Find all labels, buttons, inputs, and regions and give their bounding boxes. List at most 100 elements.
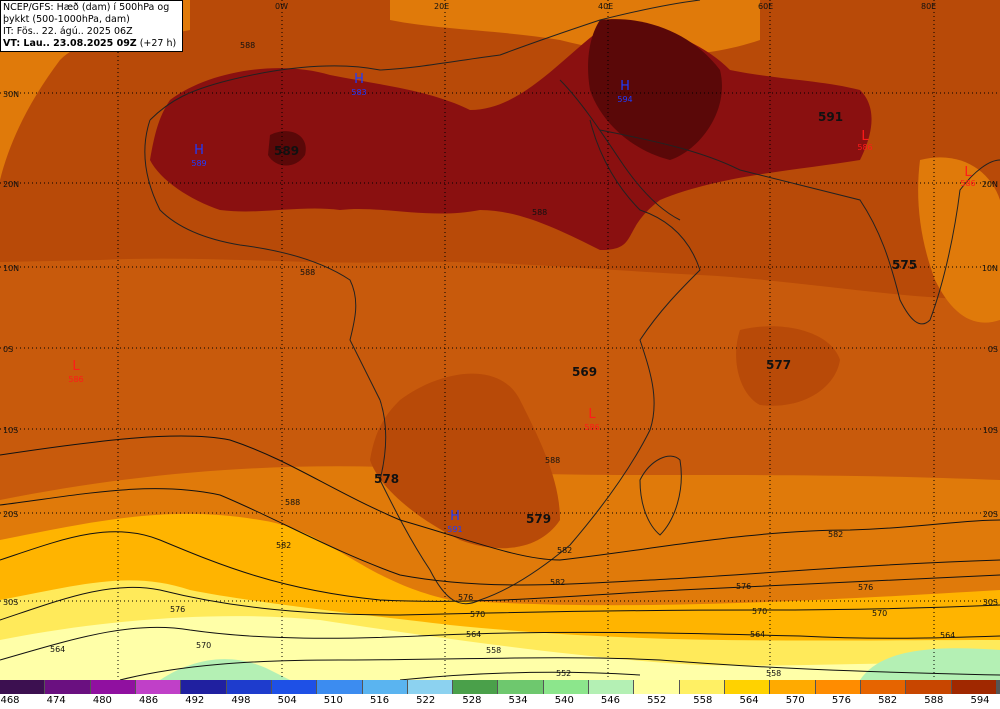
- legend-swatch: [498, 680, 544, 694]
- color-legend: 468 474 480 486 492 498 504 510 516 522 528 534 540 5…: [0, 680, 1000, 709]
- low-center: L: [964, 165, 972, 180]
- legend-swatch: [317, 680, 363, 694]
- thickness-label: 578: [374, 472, 399, 486]
- contour-label: 588: [532, 208, 547, 217]
- legend-swatch: [135, 680, 182, 694]
- legend-swatch: [407, 680, 454, 694]
- high-center: H: [194, 143, 204, 158]
- legend-label: 474: [46, 695, 66, 706]
- map-title-box: NCEP/GFS: Hæð (dam) í 500hPa og þykkt (5…: [0, 0, 183, 52]
- legend-swatch: [815, 680, 861, 694]
- low-center: L: [72, 359, 80, 374]
- legend-swatch: [181, 680, 227, 694]
- latitude-label: 10S: [983, 426, 998, 435]
- contour-label: 588: [240, 41, 255, 50]
- contour-label: 570: [196, 641, 211, 650]
- legend-label: 498: [231, 695, 251, 706]
- legend-swatch: [90, 680, 136, 694]
- legend-label: 522: [416, 695, 436, 706]
- legend-swatch: [634, 680, 680, 694]
- contour-label: 552: [556, 669, 571, 678]
- title-line-1: NCEP/GFS: Hæð (dam) í 500hPa og: [3, 2, 170, 13]
- legend-swatch: [543, 680, 590, 694]
- graticule: [0, 0, 1000, 680]
- contour-label: 576: [858, 583, 873, 592]
- thickness-label: 589: [274, 144, 299, 158]
- contour-label: 588: [285, 498, 300, 507]
- center-value: 594: [617, 95, 632, 104]
- longitude-label: 60E: [758, 2, 773, 11]
- contour-label: 558: [766, 669, 781, 678]
- title-line-4: VT: Lau.. 23.08.2025 09Z (+27 h): [3, 38, 180, 50]
- legend-swatch: [725, 680, 771, 694]
- contour-label: 582: [550, 578, 565, 587]
- contour-label: 570: [470, 610, 485, 619]
- title-line-2: þykkt (500-1000hPa, dam): [3, 14, 130, 25]
- latitude-label: 10N: [3, 264, 19, 273]
- contour-labels: 588 588 588 588 588 582 582 582 582 576 …: [50, 41, 955, 678]
- legend-swatch: [906, 680, 952, 694]
- legend-label: 468: [0, 695, 20, 706]
- thickness-label: 579: [526, 512, 551, 526]
- legend-label: 570: [785, 695, 805, 706]
- thickness-label: 591: [818, 110, 843, 124]
- legend-swatch: [0, 680, 46, 694]
- legend-swatch: [996, 680, 998, 694]
- contour-label: 564: [750, 630, 765, 639]
- contour-label: 558: [486, 646, 501, 655]
- forecast-hour: (+27 h): [139, 38, 177, 49]
- contour-label: 576: [736, 582, 751, 591]
- latitude-label: 30S: [3, 598, 18, 607]
- center-value: 591: [447, 525, 462, 534]
- contour-label: 582: [276, 541, 291, 550]
- contour-label: 564: [940, 631, 955, 640]
- center-value: 583: [351, 88, 366, 97]
- contour-label: 564: [466, 630, 481, 639]
- longitude-label: 0W: [275, 2, 288, 11]
- longitude-label: 20E: [434, 2, 449, 11]
- legend-label: 564: [739, 695, 759, 706]
- legend-label: 546: [600, 695, 621, 706]
- contour-label: 576: [170, 605, 185, 614]
- coastlines: [144, 0, 1000, 605]
- legend-swatch: [226, 680, 272, 694]
- legend-label: 540: [554, 695, 574, 706]
- height-contours: [0, 435, 1000, 680]
- legend-swatch: [45, 680, 91, 694]
- center-value: 586: [960, 179, 975, 188]
- latitude-label: 0S: [988, 345, 998, 354]
- thickness-label: 569: [572, 365, 597, 379]
- legend-label: 486: [139, 695, 159, 706]
- legend-swatch: [998, 680, 1000, 694]
- contour-label: 582: [557, 546, 572, 555]
- legend-label: 516: [369, 695, 390, 706]
- center-value: 586: [68, 375, 83, 384]
- thickness-label: 575: [892, 258, 917, 272]
- legend-swatch: [679, 680, 725, 694]
- center-value: 589: [191, 159, 206, 168]
- high-center: H: [354, 72, 364, 87]
- legend-label: 588: [924, 695, 944, 706]
- longitude-label: 80E: [921, 2, 936, 11]
- legend-swatch: [770, 680, 816, 694]
- latitude-label: 20N: [982, 180, 998, 189]
- legend-swatch: [951, 680, 997, 694]
- legend-swatch: [362, 680, 408, 694]
- legend-label: 576: [831, 695, 851, 706]
- legend-swatch: [271, 680, 318, 694]
- latitude-label: 10N: [982, 264, 998, 273]
- latitude-label: 20N: [3, 180, 19, 189]
- longitude-labels: 0W 20E 40E 60E 80E: [275, 2, 936, 11]
- contour-label: 564: [50, 645, 65, 654]
- legend-label: 480: [92, 695, 112, 706]
- thickness-label: 577: [766, 358, 791, 372]
- center-value: 586: [584, 423, 599, 432]
- legend-label: 528: [462, 695, 482, 706]
- pressure-centers: H 583 H 589 H 594 H 591 L 586 L 586 L 58…: [68, 72, 975, 534]
- legend-label: 558: [693, 695, 713, 706]
- contour-label: 588: [300, 268, 315, 277]
- legend-label: 492: [185, 695, 205, 706]
- legend-label: 510: [323, 695, 343, 706]
- contour-label: 588: [545, 456, 560, 465]
- legend-swatch: [997, 680, 999, 694]
